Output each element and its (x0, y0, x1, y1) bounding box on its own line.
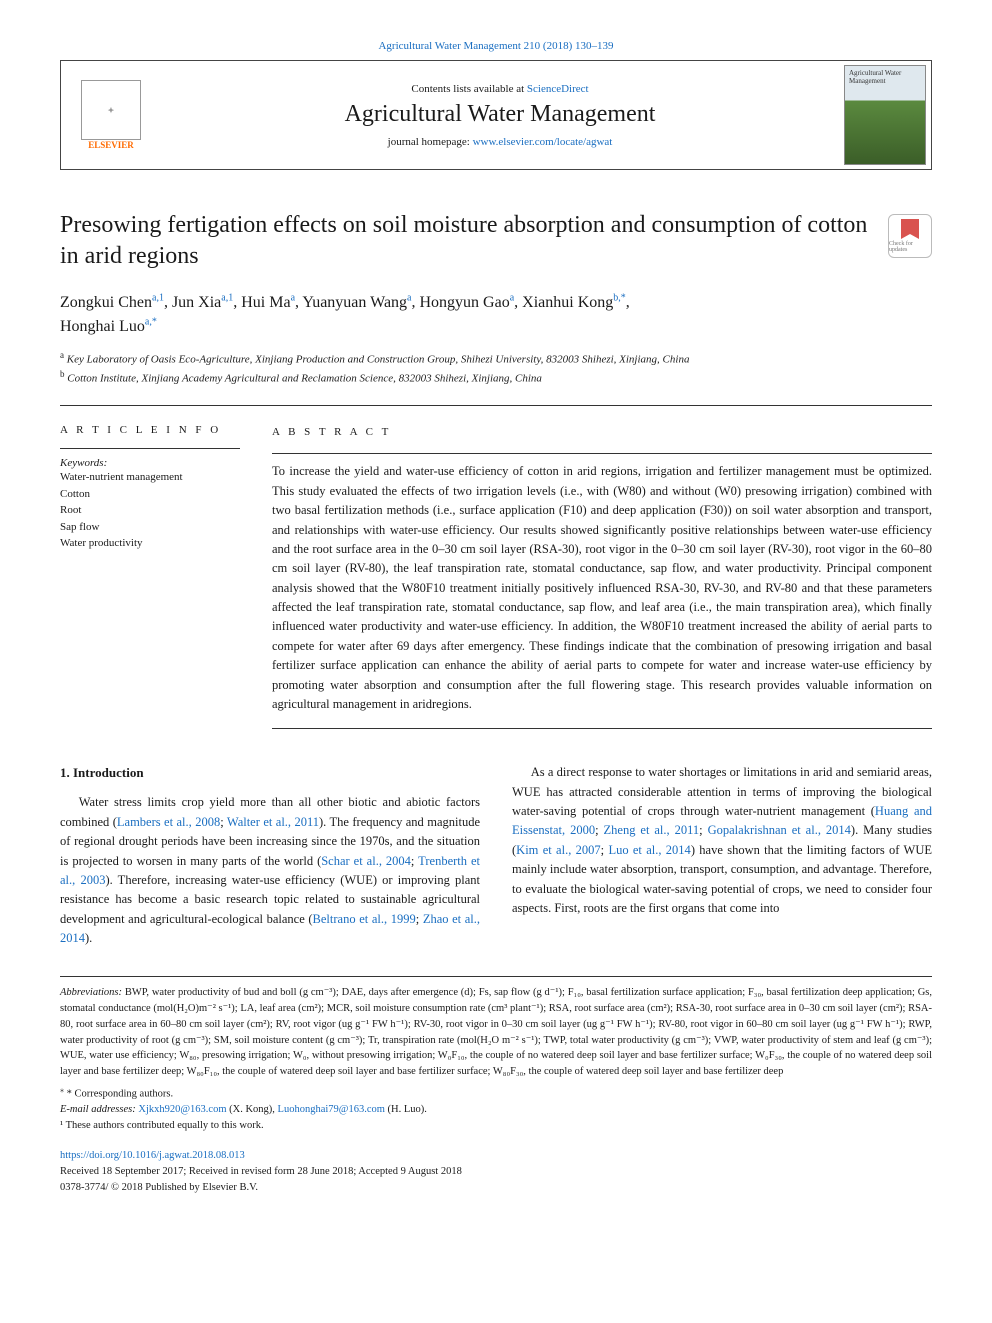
elsevier-word: ELSEVIER (88, 140, 134, 150)
affiliations: a Key Laboratory of Oasis Eco-Agricultur… (60, 349, 932, 387)
author: Yuanyuan Wanga (302, 294, 411, 311)
keyword: Water-nutrient management (60, 469, 240, 486)
received-line: Received 18 September 2017; Received in … (60, 1164, 932, 1180)
top-citation-link[interactable]: Agricultural Water Management 210 (2018)… (378, 40, 613, 52)
citation-link[interactable]: Kim et al., 2007 (516, 843, 600, 857)
citation-link[interactable]: et al., 1999 (359, 912, 416, 926)
journal-name: Agricultural Water Management (345, 101, 656, 128)
footnotes: Abbreviations: BWP, water productivity o… (60, 976, 932, 1133)
intro-paragraph: Water stress limits crop yield more than… (60, 793, 480, 948)
divider (60, 405, 932, 406)
author: Honghai Luoa,* (60, 318, 157, 335)
equal-contrib-note: ¹ These authors contributed equally to t… (60, 1118, 932, 1134)
bookmark-icon (901, 219, 919, 239)
abstract-text: To increase the yield and water-use effi… (272, 462, 932, 714)
citation-link[interactable]: Schar et al., 2004 (321, 854, 411, 868)
abbreviations: Abbreviations: BWP, water productivity o… (60, 985, 932, 1080)
author: Zongkui Chena,1 (60, 294, 164, 311)
doi-link[interactable]: https://doi.org/10.1016/j.agwat.2018.08.… (60, 1150, 245, 1161)
homepage-line: journal homepage: www.elsevier.com/locat… (388, 136, 613, 148)
sciencedirect-link[interactable]: ScienceDirect (527, 83, 589, 95)
homepage-link[interactable]: www.elsevier.com/locate/agwat (473, 136, 613, 148)
article-info-heading: A R T I C L E I N F O (60, 424, 240, 436)
citation-link[interactable]: Walter et al., 2011 (227, 815, 319, 829)
citation-link[interactable]: Luo et al., 2014 (608, 843, 690, 857)
article-title: Presowing fertigation effects on soil mo… (60, 210, 872, 272)
journal-header: ✦ ELSEVIER Contents lists available at S… (60, 60, 932, 170)
journal-cover-thumbnail: Agricultural Water Management (844, 65, 926, 165)
keyword: Root (60, 502, 240, 519)
keywords-label: Keywords: (60, 457, 240, 469)
corresponding-note: ⁎ * Corresponding authors. (60, 1084, 932, 1102)
check-updates-badge[interactable]: Check for updates (888, 214, 932, 258)
intro-paragraph: As a direct response to water shortages … (512, 763, 932, 918)
body-columns: 1. Introduction Water stress limits crop… (60, 763, 932, 948)
doi-block: https://doi.org/10.1016/j.agwat.2018.08.… (60, 1148, 932, 1197)
keyword: Water productivity (60, 535, 240, 552)
email-line: E-mail addresses: Xjkxh920@163.com (X. K… (60, 1102, 932, 1118)
article-info: A R T I C L E I N F O Keywords: Water-nu… (60, 424, 240, 729)
keyword: Cotton (60, 486, 240, 503)
author: Hui Maa (241, 294, 295, 311)
citation-link[interactable]: Gopalakrishnan et al., 2014 (708, 823, 851, 837)
abstract: A B S T R A C T To increase the yield an… (272, 424, 932, 729)
elsevier-tree-icon: ✦ (81, 80, 141, 140)
authors: Zongkui Chena,1, Jun Xiaa,1, Hui Maa, Yu… (60, 290, 932, 339)
citation-link[interactable]: Beltrano (313, 912, 356, 926)
issn-line: 0378-3774/ © 2018 Published by Elsevier … (60, 1180, 932, 1196)
keyword: Sap flow (60, 519, 240, 536)
intro-heading: 1. Introduction (60, 763, 480, 783)
contents-line: Contents lists available at ScienceDirec… (411, 83, 588, 95)
author: Hongyun Gaoa (420, 294, 515, 311)
top-citation: Agricultural Water Management 210 (2018)… (60, 40, 932, 52)
abstract-heading: A B S T R A C T (272, 424, 932, 441)
citation-link[interactable]: Lambers et al., 2008 (117, 815, 220, 829)
elsevier-logo: ✦ ELSEVIER (61, 61, 161, 169)
citation-link[interactable]: Zheng et al., 2011 (604, 823, 700, 837)
email-link[interactable]: Luohonghai79@163.com (278, 1104, 385, 1115)
author: Jun Xiaa,1 (172, 294, 233, 311)
author: Xianhui Kongb,* (522, 294, 626, 311)
keywords-list: Water-nutrient management Cotton Root Sa… (60, 469, 240, 552)
email-link[interactable]: Xjkxh920@163.com (138, 1104, 226, 1115)
